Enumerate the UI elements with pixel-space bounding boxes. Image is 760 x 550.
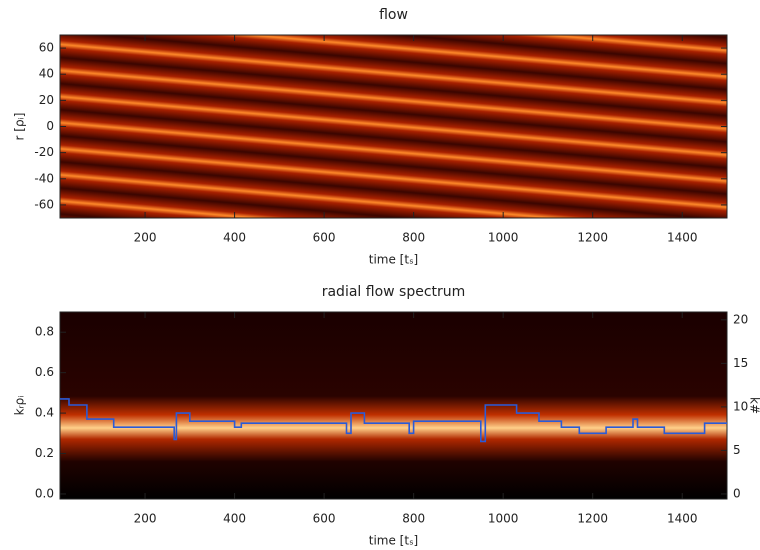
x-tick-label: 400 [223, 231, 246, 245]
y2-tick-label: 10 [733, 399, 748, 413]
chart-title: radial flow spectrum [322, 284, 466, 300]
y-tick-label: 0.2 [35, 446, 54, 460]
x-tick-label: 1400 [667, 231, 698, 245]
x-tick-label: 200 [134, 231, 157, 245]
x-tick-label: 1000 [488, 512, 519, 526]
y2-tick-label: 20 [733, 312, 748, 326]
y2-tick-label: 5 [733, 443, 741, 457]
x-tick-label: 800 [402, 231, 425, 245]
y-tick-label: 0.4 [35, 406, 54, 420]
y-tick-label: 60 [39, 41, 54, 55]
x-tick-label: 200 [134, 512, 157, 526]
x-axis-label: time [tₛ] [369, 534, 418, 548]
line [60, 398, 727, 443]
x-tick-label: 600 [313, 231, 336, 245]
x-tick-label: 600 [313, 512, 336, 526]
heatmap [60, 35, 727, 218]
y-tick-label: 0.0 [35, 486, 54, 500]
y2-tick-label: 15 [733, 356, 748, 370]
y-tick-label: 0.8 [35, 325, 54, 339]
heatmap [60, 312, 727, 499]
y2-tick-label: 0 [733, 486, 741, 500]
y2-axis-label: k# [748, 397, 760, 414]
x-axis-label: time [tₛ] [369, 253, 418, 267]
y-tick-label: -20 [34, 145, 54, 159]
chart-title: flow [379, 7, 408, 23]
x-tick-label: 800 [402, 512, 425, 526]
y-tick-label: -60 [34, 197, 54, 211]
y-axis-label: r [ρᵢ] [13, 113, 27, 141]
y-axis-label: kᵣρᵢ [13, 396, 27, 416]
x-tick-label: 1000 [488, 231, 519, 245]
y-tick-label: 20 [39, 93, 54, 107]
y-tick-label: 0.6 [35, 365, 54, 379]
frame [59, 311, 728, 500]
x-tick-label: 400 [223, 512, 246, 526]
x-tick-label: 1200 [577, 231, 608, 245]
y-tick-label: -40 [34, 171, 54, 185]
x-tick-label: 1400 [667, 512, 698, 526]
x-tick-label: 1200 [577, 512, 608, 526]
y-tick-label: 0 [46, 119, 54, 133]
y-tick-label: 40 [39, 67, 54, 81]
